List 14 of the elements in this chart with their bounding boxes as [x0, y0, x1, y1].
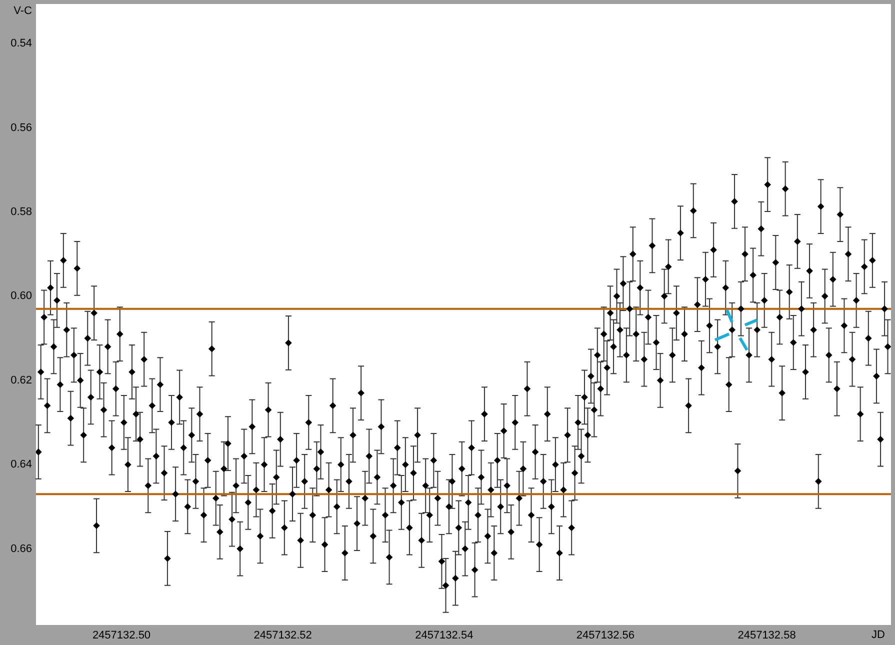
x-tick-label: 2457132.56 [576, 630, 635, 642]
y-tick-label: 0.56 [10, 122, 32, 134]
y-tick-label: 0.58 [10, 206, 32, 218]
x-tick-label: 2457132.58 [738, 630, 796, 642]
y-tick-label: 0.62 [10, 374, 32, 386]
x-tick-label: 2457132.50 [92, 630, 151, 642]
y-tick-label: 0.54 [10, 38, 32, 50]
x-tick-label: 2457132.54 [415, 630, 474, 642]
y-tick-label: 0.66 [10, 542, 32, 555]
y-tick-label: 0.64 [10, 458, 32, 471]
y-tick-label: 0.60 [10, 290, 32, 302]
x-tick-label: 2457132.52 [254, 630, 312, 642]
y-axis-title: V-C [14, 5, 32, 18]
x-axis-title: JD [872, 629, 886, 642]
